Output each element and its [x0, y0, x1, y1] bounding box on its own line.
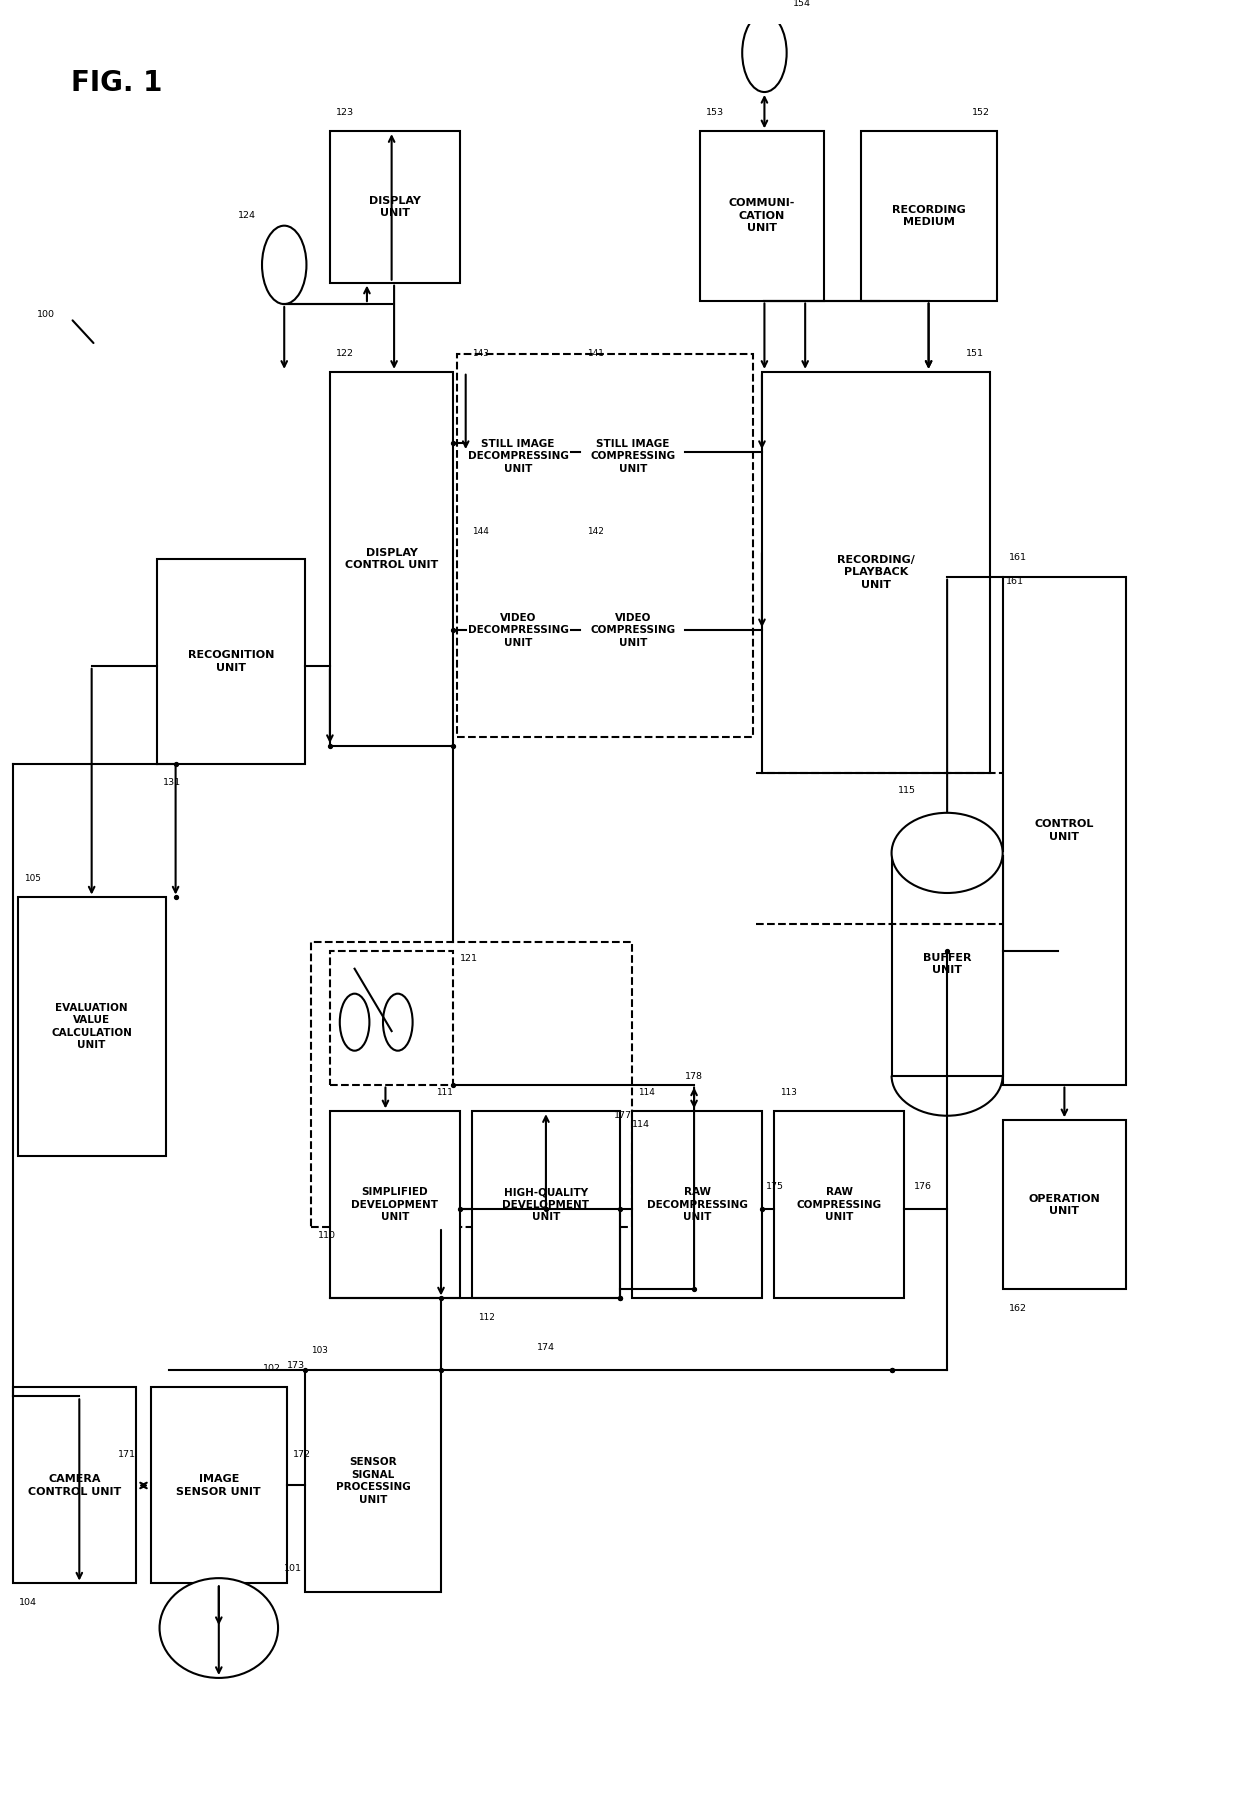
Text: IMAGE
SENSOR UNIT: IMAGE SENSOR UNIT [176, 1474, 262, 1496]
Ellipse shape [262, 226, 306, 304]
Text: OPERATION
UNIT: OPERATION UNIT [1028, 1194, 1100, 1216]
Text: 104: 104 [19, 1597, 37, 1606]
Bar [466, 550, 570, 711]
Text: VIDEO
DECOMPRESSING
UNIT: VIDEO DECOMPRESSING UNIT [467, 613, 569, 648]
Bar [330, 373, 454, 745]
Text: SENSOR
SIGNAL
PROCESSING
UNIT: SENSOR SIGNAL PROCESSING UNIT [336, 1458, 410, 1505]
Bar [580, 550, 686, 711]
Text: 143: 143 [472, 349, 489, 358]
Bar [1003, 1120, 1126, 1290]
Text: 122: 122 [336, 349, 355, 358]
Text: 100: 100 [37, 311, 55, 318]
Text: 176: 176 [914, 1183, 931, 1192]
Bar [458, 355, 754, 736]
Text: EVALUATION
VALUE
CALCULATION
UNIT: EVALUATION VALUE CALCULATION UNIT [51, 1002, 133, 1051]
Text: 110: 110 [317, 1230, 336, 1239]
Bar [892, 852, 1003, 1076]
Bar [701, 132, 823, 300]
Text: 175: 175 [765, 1183, 784, 1192]
Bar [1003, 577, 1126, 1085]
Text: RAW
COMPRESSING
UNIT: RAW COMPRESSING UNIT [796, 1187, 882, 1223]
Text: STILL IMAGE
DECOMPRESSING
UNIT: STILL IMAGE DECOMPRESSING UNIT [467, 440, 569, 474]
Text: FIG. 1: FIG. 1 [71, 69, 162, 98]
Text: 151: 151 [966, 349, 985, 358]
Text: 173: 173 [288, 1360, 305, 1369]
Text: 141: 141 [587, 349, 604, 358]
Text: 111: 111 [436, 1087, 454, 1096]
Text: 161: 161 [1007, 577, 1024, 586]
Text: 172: 172 [293, 1449, 311, 1458]
Bar [330, 1111, 460, 1299]
Bar [632, 1111, 761, 1299]
Text: 142: 142 [587, 526, 604, 535]
Text: 178: 178 [684, 1073, 703, 1082]
Bar [466, 373, 570, 541]
Text: 112: 112 [479, 1313, 495, 1322]
Text: COMMUNI-
CATION
UNIT: COMMUNI- CATION UNIT [729, 199, 795, 233]
Text: 101: 101 [284, 1563, 303, 1572]
Text: 115: 115 [898, 785, 916, 794]
Text: 113: 113 [780, 1087, 797, 1096]
Text: 152: 152 [972, 109, 991, 118]
Ellipse shape [892, 812, 1003, 894]
Bar [330, 952, 454, 1085]
Bar [580, 373, 686, 541]
Text: 174: 174 [537, 1342, 556, 1351]
Text: 124: 124 [238, 212, 255, 221]
Text: 102: 102 [263, 1364, 280, 1373]
Text: 103: 103 [311, 1346, 329, 1355]
Text: 177: 177 [614, 1111, 632, 1120]
Text: 114: 114 [632, 1120, 650, 1129]
Bar [761, 373, 991, 772]
Text: 144: 144 [472, 526, 489, 535]
Text: STILL IMAGE
COMPRESSING
UNIT: STILL IMAGE COMPRESSING UNIT [590, 440, 676, 474]
Bar [330, 132, 460, 282]
Text: 131: 131 [164, 778, 181, 787]
Text: 114: 114 [639, 1087, 656, 1096]
Bar [151, 1388, 286, 1583]
Text: DISPLAY
UNIT: DISPLAY UNIT [368, 195, 420, 219]
Text: 162: 162 [1009, 1304, 1027, 1313]
Text: BUFFER
UNIT: BUFFER UNIT [923, 953, 971, 975]
Text: HIGH-QUALITY
DEVELOPMENT
UNIT: HIGH-QUALITY DEVELOPMENT UNIT [502, 1187, 589, 1223]
Text: 153: 153 [707, 109, 724, 118]
Ellipse shape [340, 993, 370, 1051]
Ellipse shape [743, 14, 786, 92]
Text: CONTROL
UNIT: CONTROL UNIT [1034, 819, 1094, 841]
Bar [12, 1388, 136, 1583]
Ellipse shape [160, 1577, 278, 1679]
Text: 154: 154 [792, 0, 811, 9]
Text: CAMERA
CONTROL UNIT: CAMERA CONTROL UNIT [27, 1474, 122, 1496]
Bar [305, 1369, 441, 1592]
Text: 171: 171 [118, 1449, 136, 1458]
Text: VIDEO
COMPRESSING
UNIT: VIDEO COMPRESSING UNIT [590, 613, 676, 648]
Bar [311, 942, 632, 1227]
Bar [774, 1111, 904, 1299]
Text: DISPLAY
CONTROL UNIT: DISPLAY CONTROL UNIT [345, 548, 438, 570]
Text: RAW
DECOMPRESSING
UNIT: RAW DECOMPRESSING UNIT [647, 1187, 748, 1223]
Text: 105: 105 [24, 874, 41, 883]
Text: 161: 161 [1009, 554, 1027, 563]
Text: RECORDING/
PLAYBACK
UNIT: RECORDING/ PLAYBACK UNIT [837, 555, 915, 590]
Text: SIMPLIFIED
DEVELOPMENT
UNIT: SIMPLIFIED DEVELOPMENT UNIT [351, 1187, 438, 1223]
Bar [17, 897, 166, 1156]
Bar [157, 559, 305, 763]
Ellipse shape [383, 993, 413, 1051]
Text: RECORDING
MEDIUM: RECORDING MEDIUM [892, 204, 966, 228]
Bar [472, 1111, 620, 1299]
Bar [861, 132, 997, 300]
Text: 123: 123 [336, 109, 355, 118]
Text: 121: 121 [460, 955, 477, 964]
Text: RECOGNITION
UNIT: RECOGNITION UNIT [188, 649, 274, 673]
